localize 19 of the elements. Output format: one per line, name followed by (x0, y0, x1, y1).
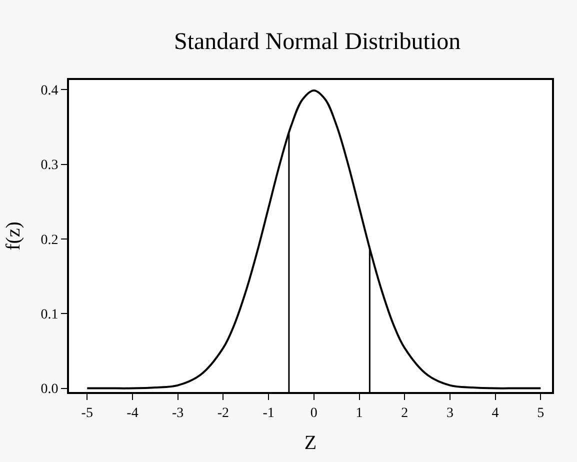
x-tick-label: 1 (356, 406, 363, 421)
y-tick-label: 0.3 (40, 158, 58, 174)
x-tick-label: -2 (217, 406, 230, 421)
chart-title: Standard Normal Distribution (174, 29, 461, 56)
y-tick-label: 0.1 (40, 308, 58, 323)
x-tick-label: -4 (126, 406, 138, 421)
x-tick-label: 0 (310, 406, 318, 421)
y-tick-label: 0.0 (40, 382, 58, 398)
x-tick-label: 2 (401, 406, 408, 421)
y-tick-label: 0.2 (40, 232, 58, 248)
x-tick-label: -5 (81, 406, 93, 421)
y-tick-label: 0.4 (40, 84, 58, 99)
x-axis-title: Z (304, 432, 317, 454)
x-tick-label: 3 (446, 406, 454, 421)
x-tick-label: 5 (537, 406, 544, 421)
y-axis-title: f(z) (2, 222, 25, 250)
x-tick-label: -3 (172, 406, 184, 421)
x-tick-label: -1 (262, 406, 274, 421)
x-tick-label: 4 (492, 406, 499, 421)
